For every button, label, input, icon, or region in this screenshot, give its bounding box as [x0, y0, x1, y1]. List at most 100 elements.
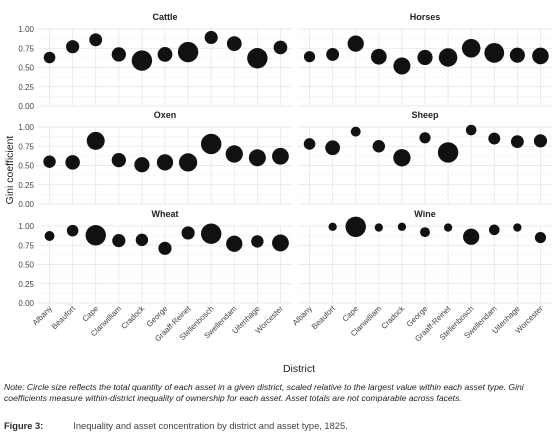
point-cattle-uitenhage	[247, 48, 268, 69]
y-axis-label: Gini coefficient	[4, 136, 16, 205]
point-cattle-clanwilliam	[111, 47, 126, 62]
y-tick-label: 0.75	[18, 44, 34, 53]
point-sheep-stellenbosch	[465, 124, 477, 136]
point-wheat-cradock	[135, 233, 149, 247]
point-wheat-graaff-reinet	[181, 226, 195, 240]
point-oxen-uitenhage	[248, 149, 266, 167]
point-sheep-uitenhage	[510, 135, 524, 149]
figure-label: Figure 3:	[4, 421, 44, 431]
x-tick-label: Beaufort	[310, 303, 338, 331]
point-oxen-stellenbosch	[200, 133, 222, 155]
y-tick-label: 1.00	[18, 222, 34, 231]
point-sheep-clanwilliam	[372, 140, 386, 153]
point-sheep-swellendam	[488, 132, 501, 145]
point-wine-beaufort	[328, 222, 337, 231]
point-wine-clanwilliam	[374, 223, 383, 232]
point-horses-cape	[347, 35, 364, 52]
y-tick-label: 0.50	[18, 64, 34, 73]
point-horses-stellenbosch	[461, 38, 481, 58]
y-tick-label: 0.00	[18, 102, 34, 111]
point-sheep-cradock	[393, 149, 411, 167]
point-horses-cradock	[393, 57, 411, 75]
point-wheat-george	[158, 241, 172, 255]
point-wine-george	[420, 227, 430, 238]
point-wheat-worcester	[272, 234, 289, 252]
point-cattle-graaff-reinet	[177, 41, 199, 63]
point-horses-clanwilliam	[370, 48, 387, 65]
point-wheat-beaufort	[66, 224, 79, 237]
point-wheat-cape	[85, 225, 106, 246]
point-oxen-beaufort	[65, 155, 80, 170]
point-cattle-george	[157, 47, 173, 62]
point-oxen-cradock	[134, 157, 150, 173]
point-wheat-clanwilliam	[112, 234, 126, 248]
point-horses-swellendam	[484, 43, 505, 63]
chart-note: Note: Circle size reflects the total qua…	[4, 382, 524, 403]
point-sheep-george	[419, 132, 431, 144]
point-oxen-swellendam	[225, 145, 243, 163]
point-wine-stellenbosch	[463, 228, 480, 245]
y-tick-label: 1.00	[18, 123, 34, 132]
x-tick-label: Beaufort	[50, 303, 78, 331]
x-tick-label: Cradock	[379, 304, 406, 331]
point-oxen-clanwilliam	[111, 152, 126, 168]
point-oxen-albany	[43, 155, 56, 168]
point-wheat-swellendam	[226, 235, 243, 252]
point-sheep-beaufort	[325, 140, 341, 156]
facet-title-horses: Horses	[410, 12, 441, 22]
point-wheat-stellenbosch	[200, 223, 222, 244]
figure-caption: Figure 3: Inequality and asset concentrat…	[4, 421, 556, 431]
point-horses-beaufort	[326, 47, 340, 61]
facet-title-sheep: Sheep	[411, 110, 439, 120]
point-cattle-albany	[43, 51, 56, 64]
point-horses-graaff-reinet	[438, 48, 458, 67]
y-tick-label: 0.00	[18, 299, 34, 308]
y-tick-label: 0.00	[18, 200, 34, 209]
y-tick-label: 0.75	[18, 241, 34, 250]
point-cattle-swellendam	[226, 36, 242, 52]
point-horses-uitenhage	[509, 47, 525, 63]
facet-title-wine: Wine	[414, 209, 435, 219]
point-oxen-graaff-reinet	[178, 153, 198, 172]
y-tick-label: 0.25	[18, 280, 34, 289]
facet-title-oxen: Oxen	[154, 110, 177, 120]
point-wheat-uitenhage	[251, 235, 264, 248]
point-wine-cradock	[397, 222, 407, 231]
point-horses-albany	[303, 51, 316, 63]
x-axis-label: District	[283, 363, 315, 375]
point-wheat-albany	[44, 231, 55, 241]
point-cattle-cape	[89, 33, 103, 47]
y-tick-label: 0.50	[18, 261, 34, 270]
point-sheep-cape	[350, 126, 361, 137]
y-tick-label: 0.25	[18, 181, 34, 190]
faceted-scatter-chart: Gini coefficient District Cattle 0.00 0.25…	[4, 12, 552, 375]
point-wine-cape	[345, 216, 366, 237]
x-tick-label: Cape	[341, 304, 361, 324]
facet-title-cattle: Cattle	[152, 12, 177, 22]
point-oxen-george	[156, 154, 174, 171]
x-tick-label: Cape	[81, 304, 101, 324]
y-tick-label: 0.50	[18, 162, 34, 171]
facet-title-wheat: Wheat	[152, 209, 179, 219]
point-wine-uitenhage	[513, 223, 522, 232]
facet-panels: Cattle 0.00 0.25 0.50 0.75 1.00 Horses Oxen 0.00…	[18, 12, 552, 343]
point-horses-george	[417, 49, 433, 66]
point-wine-worcester	[534, 231, 547, 244]
point-wine-graaff-reinet	[443, 223, 453, 232]
figure-caption-text: Inequality and asset concentration by di…	[73, 421, 348, 431]
y-tick-label: 0.75	[18, 142, 34, 151]
point-cattle-cradock	[131, 50, 153, 71]
point-sheep-worcester	[533, 134, 548, 148]
y-tick-label: 0.25	[18, 83, 34, 92]
y-tick-label: 1.00	[18, 25, 34, 34]
point-cattle-worcester	[273, 40, 288, 55]
point-cattle-stellenbosch	[204, 30, 218, 45]
point-cattle-beaufort	[66, 40, 80, 54]
point-horses-worcester	[532, 47, 549, 65]
point-wine-swellendam	[488, 224, 500, 236]
x-tick-label: Cradock	[119, 304, 146, 331]
point-oxen-worcester	[272, 147, 289, 165]
point-sheep-albany	[303, 138, 316, 150]
point-sheep-graaff-reinet	[437, 142, 459, 163]
point-oxen-cape	[86, 131, 105, 150]
